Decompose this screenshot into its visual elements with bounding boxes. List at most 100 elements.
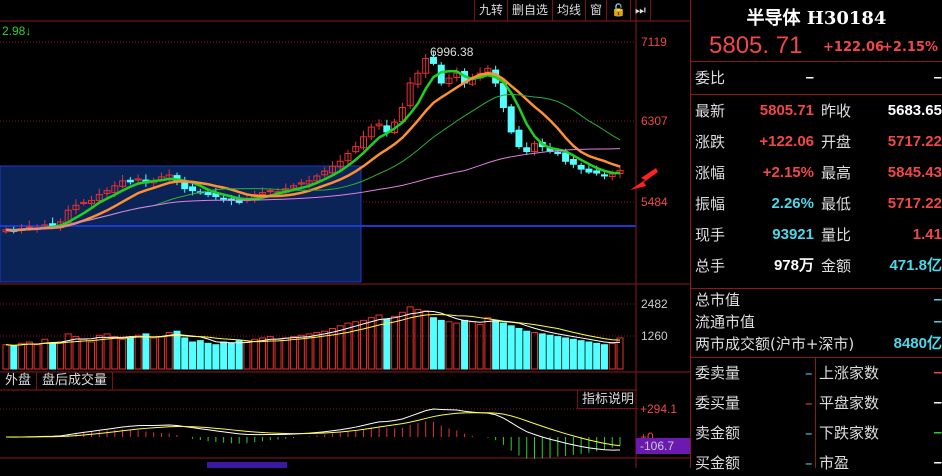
stat-value: – bbox=[933, 394, 942, 411]
tab-waipan[interactable]: 外盘 bbox=[0, 372, 38, 390]
quote-value: +2.15% bbox=[762, 164, 814, 181]
candle bbox=[25, 226, 33, 229]
candle bbox=[313, 175, 321, 182]
volume-bar bbox=[593, 342, 601, 370]
quote-label: 量比 bbox=[821, 226, 852, 244]
volume-bar bbox=[321, 330, 329, 370]
kline-chart[interactable]: 2.98↓ 6996.38 7119 6307 5484 2482 1260 +… bbox=[0, 0, 690, 468]
volume-bar bbox=[227, 342, 235, 370]
remove-watchlist-button[interactable]: 删自选 bbox=[508, 0, 554, 21]
indicator-value: 2.98↓ bbox=[2, 24, 31, 38]
candle bbox=[126, 179, 134, 183]
quote-value: +122.06 bbox=[759, 133, 814, 150]
price-change-pct: +2.15% bbox=[882, 40, 938, 55]
volume-bar bbox=[251, 338, 259, 370]
volume-bar bbox=[2, 344, 10, 370]
volume-bar bbox=[49, 342, 57, 370]
ma60-line bbox=[5, 148, 621, 231]
volume-bar bbox=[196, 340, 204, 370]
quote-label: 最低 bbox=[821, 195, 852, 213]
quote-row: 最新 5805.71 昨收 5683.65 bbox=[695, 98, 942, 124]
candle bbox=[95, 194, 103, 201]
volume-bar bbox=[453, 322, 461, 370]
quote-label: 昨收 bbox=[821, 102, 852, 120]
volume-bar bbox=[468, 321, 476, 370]
market-value: 8480亿 bbox=[893, 335, 942, 352]
stat-label: 上涨家数 bbox=[819, 364, 880, 382]
quote-row: 振幅 2.26% 最低 5717.22 bbox=[695, 191, 942, 217]
volume-bar bbox=[80, 338, 88, 370]
quote-label: 金额 bbox=[821, 257, 852, 275]
candle bbox=[344, 152, 352, 162]
quote-label: 现手 bbox=[695, 226, 726, 244]
market-value: – bbox=[933, 313, 942, 330]
volume-tick-label: 1260 bbox=[641, 329, 668, 343]
candle bbox=[134, 178, 142, 181]
chart-toolbar: 九转 删自选 均线 窗 🔓 ⏭ bbox=[474, 0, 651, 21]
volume-bar bbox=[616, 337, 624, 370]
quote-row: 总手 978万 金额 471.8亿 bbox=[695, 253, 942, 279]
volume-bar bbox=[181, 337, 189, 370]
macd-current-label: -106.7 bbox=[640, 439, 674, 453]
volume-bar bbox=[134, 334, 142, 370]
candle bbox=[72, 204, 80, 211]
volume-bar bbox=[33, 344, 41, 370]
volume-bar bbox=[189, 341, 197, 370]
stat-value: – bbox=[805, 424, 813, 442]
weibi-diff: – bbox=[933, 69, 942, 86]
tab-after-hours-volume[interactable]: 盘后成交量 bbox=[37, 372, 114, 390]
stat-row: 卖金额 – 下跌家数 – bbox=[695, 420, 942, 446]
volume-tick-label: 2482 bbox=[641, 297, 668, 311]
volume-bar bbox=[585, 341, 593, 370]
stat-value: – bbox=[805, 454, 813, 472]
volume-bar bbox=[507, 325, 515, 370]
price-change: +122.06 bbox=[823, 40, 885, 55]
dif-line bbox=[5, 408, 621, 451]
security-name: 半导体 H30184 bbox=[746, 8, 887, 29]
indicator-help-button[interactable]: 指标说明 bbox=[577, 390, 639, 409]
window-button[interactable]: 窗 bbox=[586, 0, 608, 21]
quote-label: 最高 bbox=[821, 164, 852, 182]
candle bbox=[577, 164, 585, 170]
volume-bar bbox=[212, 344, 220, 370]
volume-bar bbox=[165, 332, 173, 370]
candle bbox=[453, 72, 461, 79]
volume-bar bbox=[87, 341, 95, 370]
ma10-line bbox=[5, 71, 621, 232]
volume-bar bbox=[523, 330, 531, 370]
candle bbox=[290, 185, 298, 189]
volume-bar bbox=[484, 317, 492, 370]
volume-bar bbox=[546, 334, 554, 370]
lock-icon[interactable]: 🔓 bbox=[607, 0, 632, 21]
volume-bar bbox=[414, 309, 422, 370]
candle bbox=[321, 170, 329, 176]
candle bbox=[360, 136, 368, 149]
quote-value: 978万 bbox=[773, 257, 814, 274]
volume-bar bbox=[492, 319, 500, 370]
candle bbox=[305, 180, 313, 185]
price-tick-label: 5484 bbox=[641, 195, 668, 209]
stat-label: 平盘家数 bbox=[819, 394, 880, 412]
ma-button[interactable]: 均线 bbox=[553, 0, 587, 21]
sub-tabs: 外盘 盘后成交量 bbox=[0, 372, 114, 390]
stat-label: 委卖量 bbox=[695, 364, 741, 382]
quote-value: 1.41 bbox=[912, 226, 942, 243]
weibi-value: – bbox=[805, 69, 814, 86]
candle bbox=[422, 58, 430, 74]
candle bbox=[507, 106, 515, 133]
quote-value: 5717.22 bbox=[887, 195, 942, 212]
collapse-icon[interactable]: ⏭ bbox=[631, 0, 651, 21]
candle bbox=[103, 190, 111, 194]
jiuzhuan-button[interactable]: 九转 bbox=[475, 0, 509, 21]
stat-row: 买金额 – 市盈 – bbox=[695, 450, 942, 476]
candle bbox=[119, 180, 127, 187]
quote-value: 93921 bbox=[772, 226, 814, 243]
volume-bar bbox=[142, 333, 150, 370]
stat-value: – bbox=[933, 364, 942, 381]
stat-row: 委卖量 – 上涨家数 – bbox=[695, 360, 942, 386]
stat-value: – bbox=[933, 454, 942, 471]
volume-bar bbox=[476, 323, 484, 370]
volume-bar bbox=[445, 321, 453, 370]
candle bbox=[367, 126, 375, 138]
red-arrow-icon bbox=[630, 168, 658, 190]
